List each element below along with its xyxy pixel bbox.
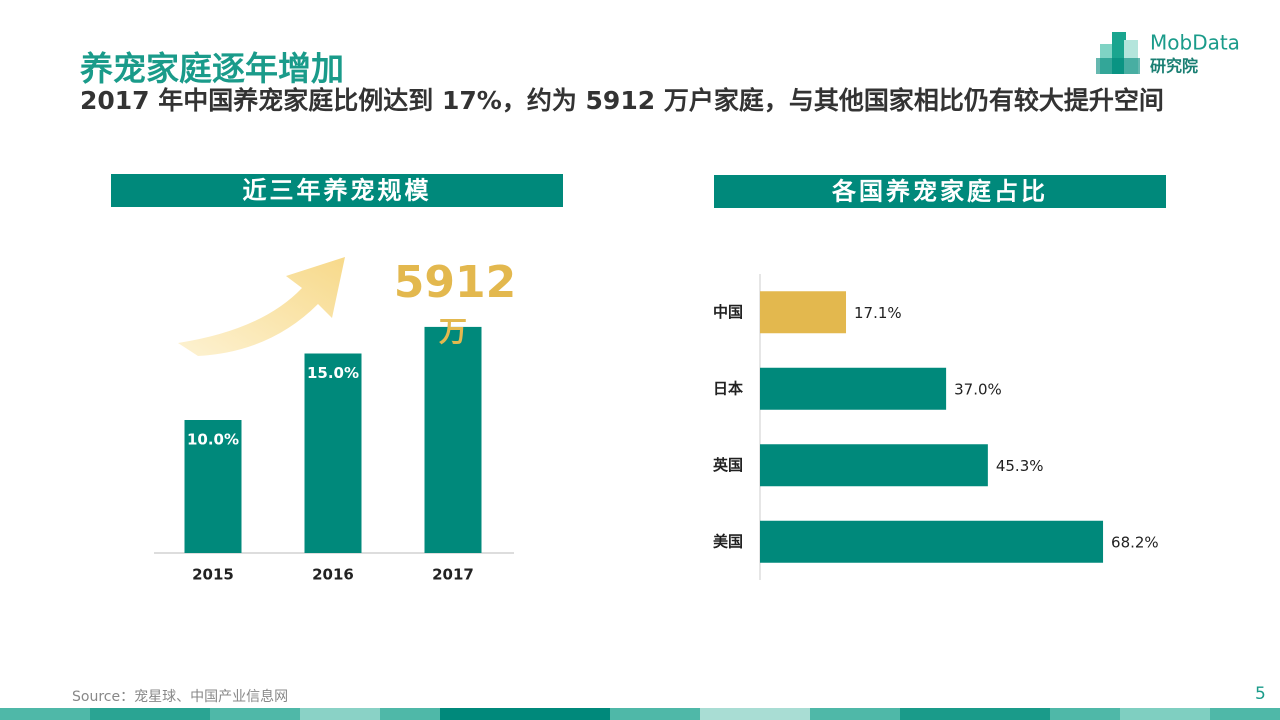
chart-title: 各国养宠家庭占比 bbox=[831, 178, 1048, 206]
x-tick-label: 2015 bbox=[192, 566, 234, 584]
logo-suffix: 研究院 bbox=[1150, 57, 1198, 76]
y-tick-label: 日本 bbox=[713, 379, 743, 397]
bar bbox=[760, 367, 947, 410]
y-tick-label: 中国 bbox=[713, 303, 743, 321]
page-number: 5 bbox=[1255, 684, 1266, 704]
value-label: 68.2% bbox=[1111, 533, 1159, 551]
slide-title: 养宠家庭逐年增加 bbox=[80, 49, 344, 88]
y-tick-label: 美国 bbox=[713, 532, 743, 550]
bar bbox=[760, 520, 1104, 563]
value-label: 17.1% bbox=[854, 304, 902, 322]
annotation: 5912 bbox=[394, 257, 516, 308]
x-tick-label: 2016 bbox=[312, 566, 354, 584]
bottom-strip bbox=[0, 708, 1280, 720]
bar bbox=[184, 420, 242, 553]
logo-name: MobData bbox=[1150, 31, 1240, 55]
chart-title-box bbox=[714, 175, 1166, 208]
bar bbox=[424, 326, 482, 553]
y-tick-label: 英国 bbox=[713, 456, 743, 474]
source: Source：宠星球、中国产业信息网 bbox=[72, 689, 289, 705]
bar bbox=[304, 353, 362, 553]
value-label: 37.0% bbox=[954, 380, 1002, 398]
slide-subtitle: 2017 年中国养宠家庭比例达到 17%，约为 5912 万户家庭，与其他国家相… bbox=[80, 86, 1164, 115]
value-label: 45.3% bbox=[996, 457, 1044, 475]
value-label: 15.0% bbox=[307, 364, 359, 382]
bar bbox=[760, 291, 847, 334]
value-label: 10.0% bbox=[187, 431, 239, 449]
chart-title-box bbox=[111, 174, 563, 207]
annotation-unit: 万 bbox=[439, 315, 467, 348]
chart-title: 近三年养宠规模 bbox=[243, 177, 432, 205]
x-tick-label: 2017 bbox=[432, 566, 474, 584]
bar bbox=[760, 444, 988, 487]
growth-arrow bbox=[178, 257, 345, 356]
logo: MobData 研究院 bbox=[1096, 31, 1240, 76]
